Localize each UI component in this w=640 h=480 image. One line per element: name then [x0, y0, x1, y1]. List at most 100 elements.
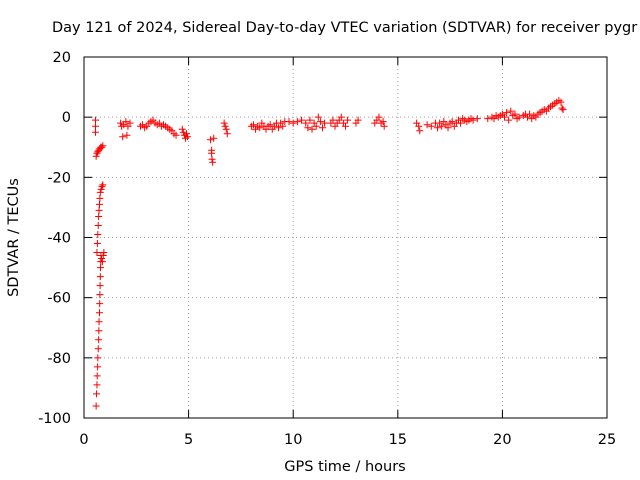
data-point	[96, 273, 104, 281]
data-point	[92, 152, 100, 160]
data-point	[337, 113, 345, 121]
data-point	[98, 143, 106, 151]
data-point	[249, 121, 257, 129]
data-point	[184, 133, 192, 141]
data-point	[95, 309, 103, 317]
data-point	[92, 402, 100, 410]
data-point	[220, 119, 228, 127]
data-point	[119, 133, 127, 141]
data-point	[304, 124, 312, 132]
x-tick-label: 5	[184, 432, 193, 448]
data-point	[505, 116, 513, 124]
data-point	[117, 119, 125, 127]
data-point	[99, 181, 107, 189]
data-point	[375, 113, 383, 121]
data-point	[457, 119, 465, 127]
axis-tick-labels: 0 5 10 15 20 25 -100 -80 -60 -40 -20 0 20	[38, 50, 616, 448]
data-point	[92, 116, 100, 124]
data-point	[98, 255, 106, 263]
data-point	[507, 107, 515, 115]
data-point	[95, 212, 103, 220]
y-tick-label: 0	[62, 110, 71, 126]
grid-lines	[84, 57, 607, 418]
data-point	[92, 122, 100, 130]
data-point	[434, 124, 442, 132]
data-point	[223, 130, 231, 138]
data-point	[183, 130, 191, 138]
data-point	[95, 200, 103, 208]
data-point	[515, 113, 523, 121]
data-point	[279, 122, 287, 130]
data-point	[96, 291, 104, 299]
data-point	[298, 116, 306, 124]
data-point	[312, 122, 320, 130]
data-point	[94, 345, 102, 353]
data-point	[221, 122, 229, 130]
data-point	[93, 390, 101, 398]
axis-ticks	[83, 56, 608, 419]
data-point	[178, 125, 186, 133]
data-point	[559, 106, 567, 114]
data-point	[558, 104, 566, 112]
data-point	[484, 115, 492, 123]
data-point	[94, 230, 102, 238]
data-point	[293, 118, 301, 126]
data-point	[94, 363, 102, 371]
data-point	[94, 221, 102, 229]
x-axis-label: GPS time / hours	[284, 459, 405, 475]
chart-title: Day 121 of 2024, Sidereal Day-to-day VTE…	[52, 20, 637, 36]
data-point	[96, 282, 104, 290]
data-point	[122, 118, 130, 126]
data-point	[444, 124, 452, 132]
data-point	[179, 128, 187, 136]
data-point	[172, 131, 180, 139]
data-point	[97, 185, 105, 193]
data-point	[329, 116, 337, 124]
y-tick-label: -40	[47, 231, 71, 247]
data-point	[123, 131, 131, 139]
data-point	[308, 125, 316, 133]
x-tick-label: 25	[598, 432, 616, 448]
x-tick-label: 10	[284, 432, 302, 448]
data-point	[500, 113, 508, 121]
data-point	[222, 125, 230, 133]
data-point	[93, 372, 101, 380]
data-point	[99, 252, 107, 260]
data-point	[306, 116, 314, 124]
data-point	[209, 158, 217, 166]
data-point	[557, 98, 565, 106]
y-tick-label: -80	[47, 351, 71, 367]
data-point	[526, 110, 534, 118]
x-tick-label: 0	[79, 432, 88, 448]
data-point	[207, 136, 215, 144]
data-point	[94, 354, 102, 362]
data-point	[469, 116, 477, 124]
y-tick-label: -60	[47, 291, 71, 307]
data-point	[344, 116, 352, 124]
y-tick-label: -20	[47, 170, 71, 186]
data-point	[503, 109, 511, 117]
data-point	[96, 188, 104, 196]
data-points	[92, 97, 567, 410]
data-point	[473, 115, 481, 123]
data-point	[416, 127, 424, 135]
data-point	[99, 142, 107, 150]
data-point	[423, 121, 431, 129]
data-point	[98, 182, 106, 190]
data-point	[427, 122, 435, 130]
x-tick-label: 15	[389, 432, 407, 448]
data-point	[511, 110, 519, 118]
data-point	[208, 155, 216, 163]
data-point	[380, 122, 388, 130]
data-point	[92, 128, 100, 136]
data-point	[95, 318, 103, 326]
data-point	[93, 149, 101, 157]
data-point	[208, 149, 216, 157]
data-point	[100, 249, 108, 257]
data-point	[314, 113, 322, 121]
data-point	[415, 122, 423, 130]
y-axis-label: SDTVAR / TECUs	[6, 178, 22, 297]
data-point	[256, 124, 264, 132]
data-point	[379, 118, 387, 126]
